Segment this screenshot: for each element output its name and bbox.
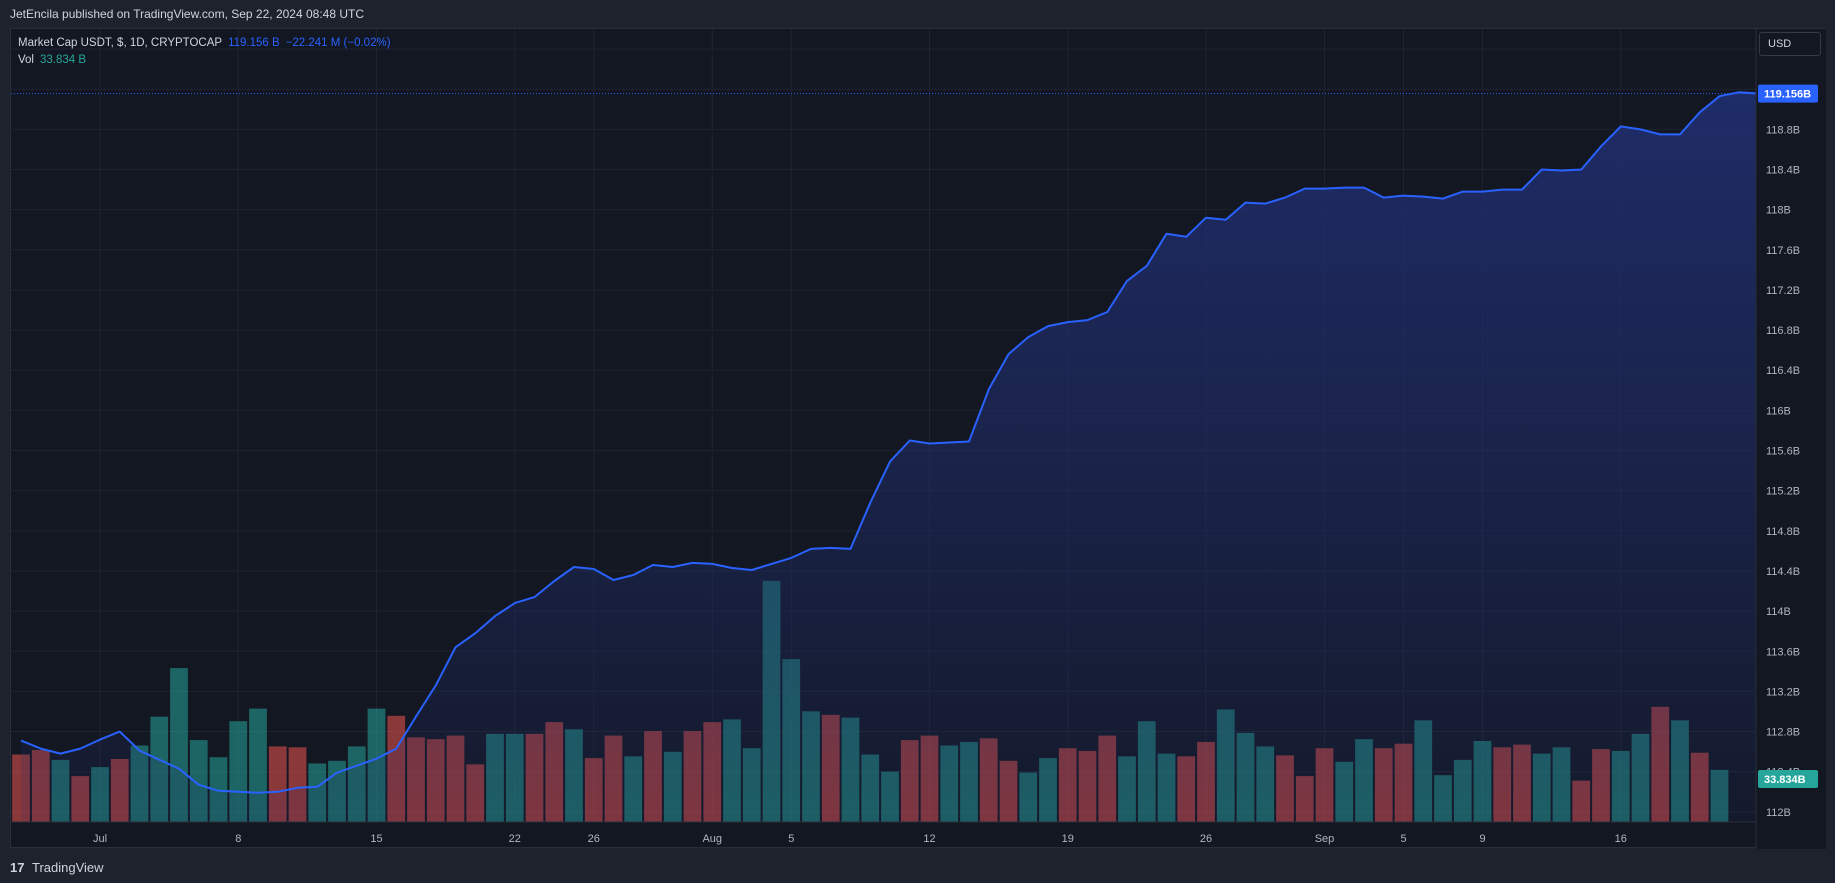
legend-change: −22.241 M (−0.02%) — [285, 37, 391, 49]
y-tick-label: 114.4B — [1766, 566, 1800, 578]
x-tick-label: 8 — [235, 833, 241, 845]
publisher-text: JetEncila published on TradingView.com, … — [10, 7, 364, 21]
legend-volume-row: Vol 33.834 B — [18, 52, 391, 69]
y-tick-label: 117.2B — [1766, 285, 1800, 297]
y-tick-label: 118.4B — [1766, 165, 1800, 177]
y-tick-label: 115.2B — [1766, 486, 1800, 498]
legend-volume-label[interactable]: Vol — [18, 54, 34, 66]
legend-main-row: Market Cap USDT, $, 1D, CRYPTOCAP 119.156… — [18, 35, 391, 52]
legend-symbol[interactable]: Market Cap USDT, $, 1D, CRYPTOCAP — [18, 37, 223, 49]
y-tick-label: 114.8B — [1766, 526, 1800, 538]
y-tick-label: 118B — [1766, 205, 1791, 217]
price-label-text: 119.156B — [1764, 89, 1811, 101]
market-cap-area — [21, 92, 1759, 822]
y-tick-label: 118.8B — [1766, 124, 1800, 136]
tradingview-logo-icon: 17 — [10, 860, 25, 875]
y-tick-label: 112.8B — [1766, 727, 1800, 739]
currency-button[interactable]: USD — [1759, 32, 1821, 56]
chart-frame[interactable]: 112B112.4B112.8B113.2B113.6B114B114.4B11… — [10, 28, 1826, 849]
x-tick-label: Sep — [1315, 833, 1335, 845]
publisher-bar: JetEncila published on TradingView.com, … — [0, 0, 1835, 28]
y-tick-label: 113.2B — [1766, 686, 1800, 698]
market-cap-line — [20, 91, 1760, 794]
x-tick-label: 22 — [509, 833, 521, 845]
y-tick-label: 114B — [1766, 606, 1791, 618]
y-tick-label: 115.6B — [1766, 446, 1800, 458]
x-tick-label: 9 — [1479, 833, 1485, 845]
chart-legend: Market Cap USDT, $, 1D, CRYPTOCAP 119.156… — [18, 35, 391, 69]
volume-label-text: 33.834B — [1764, 774, 1806, 786]
x-tick-label: 16 — [1615, 833, 1627, 845]
y-tick-label: 116.8B — [1766, 325, 1800, 337]
x-tick-label: 5 — [1400, 833, 1406, 845]
x-tick-label: 19 — [1062, 833, 1074, 845]
x-tick-label: 26 — [1200, 833, 1212, 845]
volume-label-badge — [1758, 770, 1818, 788]
y-tick-label: 112B — [1766, 807, 1791, 819]
tradingview-logo-text: TradingView — [32, 860, 104, 875]
y-tick-label: 117.6B — [1766, 245, 1800, 257]
y-tick-label: 116.4B — [1766, 365, 1800, 377]
x-tick-label: 12 — [923, 833, 935, 845]
x-tick-label: 26 — [588, 833, 600, 845]
y-tick-label: 113.6B — [1766, 646, 1800, 658]
y-tick-label: 116B — [1766, 405, 1791, 417]
chart-canvas[interactable]: 112B112.4B112.8B113.2B113.6B114B114.4B11… — [11, 29, 1826, 849]
legend-last-value: 119.156 B — [228, 37, 280, 49]
price-label-badge — [1758, 84, 1818, 103]
x-tick-label: 15 — [370, 833, 382, 845]
x-tick-label: 5 — [788, 833, 794, 845]
x-tick-label: Jul — [93, 833, 107, 845]
price-scale[interactable] — [1756, 29, 1826, 849]
legend-volume-value: 33.834 B — [40, 54, 87, 66]
x-tick-label: Aug — [702, 833, 722, 845]
